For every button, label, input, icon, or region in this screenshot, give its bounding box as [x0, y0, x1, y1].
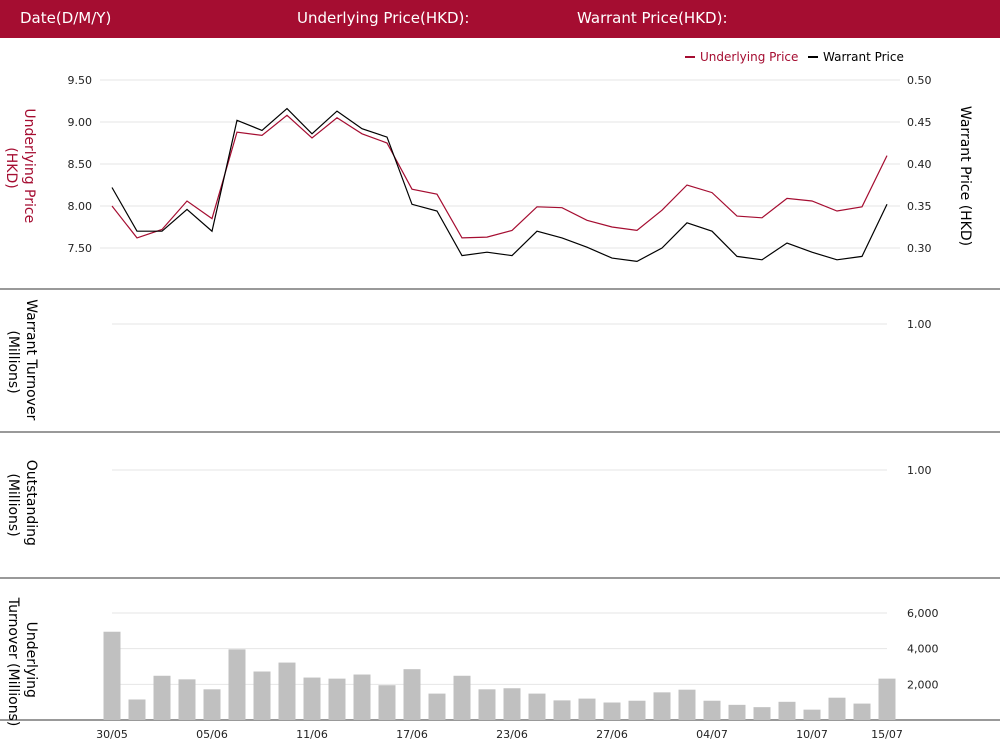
turnover-bar: [828, 697, 846, 720]
warrant-price-line: [111, 107, 888, 263]
price-right-tick: 0.35: [907, 200, 932, 213]
price-left-tick: 8.00: [68, 200, 93, 213]
underlying-turnover-axis-title: Underlying Turnover (Millions): [5, 597, 39, 727]
gridlines: [100, 79, 900, 685]
turnover-bar: [353, 674, 371, 720]
turnover-bar: [153, 675, 171, 720]
turnover-tick: 2,000: [907, 678, 939, 691]
price-left-tick: 8.50: [68, 158, 93, 171]
underlying-price-label: Underlying Price(HKD):: [297, 9, 470, 27]
turnover-tick: 4,000: [907, 643, 939, 656]
price-right-tick: 0.40: [907, 158, 932, 171]
header-bar: Date(D/M/Y) Underlying Price(HKD): Warra…: [0, 0, 1000, 38]
turnover-bar: [878, 678, 896, 720]
turnover-bar: [453, 675, 471, 720]
price-left-tick: 9.50: [68, 74, 93, 87]
turnover-bar: [403, 669, 421, 720]
price-left-tick: 9.00: [68, 116, 93, 129]
x-tick-label: 27/06: [596, 728, 628, 741]
turnover-bar: [478, 689, 496, 720]
turnover-bar: [128, 699, 146, 720]
turnover-bar: [578, 698, 596, 720]
turnover-bar: [628, 700, 646, 720]
x-tick-label: 30/05: [96, 728, 128, 741]
turnover-bar: [653, 692, 671, 720]
price-lines: [111, 107, 888, 263]
x-tick-label: 05/06: [196, 728, 228, 741]
turnover-bar: [853, 703, 871, 720]
legend: Underlying Price Warrant Price: [685, 50, 904, 64]
x-tick-labels: 30/05 05/06 11/06 17/06 23/06 27/06 04/07 10/07…: [96, 728, 903, 741]
turnover-bar: [253, 671, 271, 720]
turnover-bar: [603, 702, 621, 720]
x-tick-label: 04/07: [696, 728, 728, 741]
turnover-bars: [103, 631, 896, 720]
turnover-bar: [103, 631, 121, 720]
turnover-bar: [228, 649, 246, 720]
price-right-tick: 0.30: [907, 242, 932, 255]
outstanding-tick: 1.00: [907, 464, 932, 477]
turnover-bar: [203, 689, 221, 720]
price-right-axis-title: Warrant Price (HKD): [957, 106, 973, 246]
turnover-bar: [753, 707, 771, 720]
legend-underlying-label: Underlying Price: [700, 50, 798, 64]
turnover-bar: [728, 704, 746, 720]
date-label: Date(D/M/Y): [20, 9, 112, 27]
x-tick-label: 17/06: [396, 728, 428, 741]
turnover-bar: [378, 685, 396, 720]
turnover-bar: [303, 677, 321, 720]
turnover-bar: [528, 693, 546, 720]
turnover-bar: [328, 678, 346, 720]
price-left-axis-title: Underlying Price (HKD): [3, 108, 37, 227]
x-tick-label: 23/06: [496, 728, 528, 741]
warrant-turnover-tick: 1.00: [907, 318, 932, 331]
x-tick-label: 11/06: [296, 728, 328, 741]
x-tick-label: 15/07: [871, 728, 903, 741]
turnover-bar: [803, 709, 821, 720]
tick-labels: 9.50 0.50 9.00 0.45 8.50 0.40 8.00 0.35 7.50 0.30…: [68, 74, 939, 691]
warrant-price-label: Warrant Price(HKD):: [577, 9, 728, 27]
turnover-bar: [178, 679, 196, 720]
turnover-bar: [778, 701, 796, 720]
price-right-tick: 0.45: [907, 116, 932, 129]
price-left-tick: 7.50: [68, 242, 93, 255]
legend-warrant-label: Warrant Price: [823, 50, 904, 64]
turnover-bar: [678, 689, 696, 720]
underlying-price-line: [111, 114, 888, 239]
turnover-bar: [703, 700, 721, 720]
price-right-tick: 0.50: [907, 74, 932, 87]
x-tick-label: 10/07: [796, 728, 828, 741]
turnover-bar: [278, 662, 296, 720]
warrant-turnover-axis-title: Warrant Turnover (Millions): [5, 299, 39, 425]
turnover-bar: [428, 693, 446, 720]
turnover-bar: [503, 688, 521, 720]
turnover-tick: 6,000: [907, 607, 939, 620]
turnover-bar: [553, 700, 571, 720]
outstanding-axis-title: Outstanding (Millions): [5, 460, 39, 551]
